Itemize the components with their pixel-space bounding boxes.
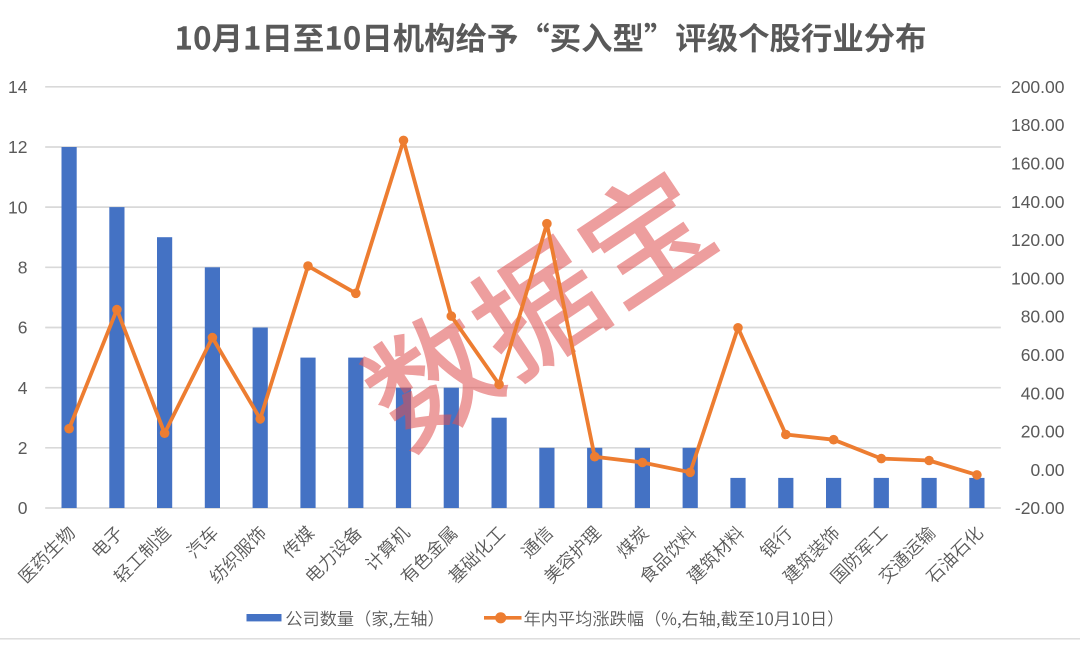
svg-text:80.00: 80.00 <box>1021 307 1065 327</box>
svg-text:120.00: 120.00 <box>1011 230 1065 250</box>
svg-text:160.00: 160.00 <box>1011 154 1065 174</box>
svg-text:100.00: 100.00 <box>1011 268 1065 288</box>
svg-text:12: 12 <box>8 137 27 157</box>
svg-text:6: 6 <box>18 318 28 338</box>
svg-text:0: 0 <box>18 498 28 518</box>
svg-text:180.00: 180.00 <box>1011 115 1065 135</box>
svg-text:-20.00: -20.00 <box>1015 498 1065 518</box>
svg-text:40.00: 40.00 <box>1021 383 1065 403</box>
svg-text:60.00: 60.00 <box>1021 345 1065 365</box>
svg-text:10: 10 <box>8 197 28 217</box>
svg-text:20.00: 20.00 <box>1021 422 1065 442</box>
svg-text:140.00: 140.00 <box>1011 192 1065 212</box>
svg-text:14: 14 <box>8 77 28 97</box>
svg-text:4: 4 <box>18 378 28 398</box>
svg-text:0.00: 0.00 <box>1030 460 1064 480</box>
svg-text:2: 2 <box>18 438 28 458</box>
svg-text:8: 8 <box>18 258 28 278</box>
svg-text:200.00: 200.00 <box>1011 77 1065 97</box>
